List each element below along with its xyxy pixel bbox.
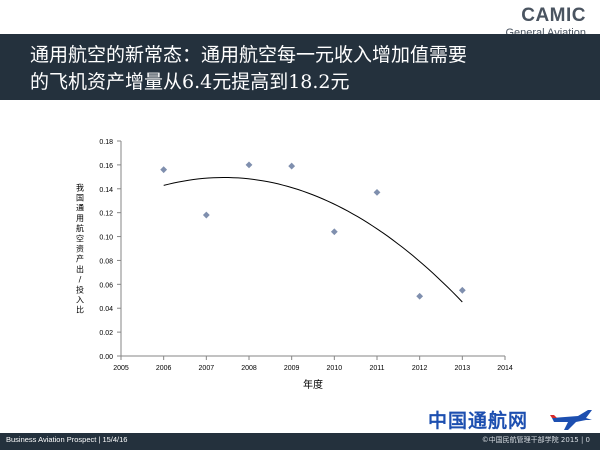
y-axis-title-char: 我	[76, 182, 84, 192]
y-tick-label: 0.08	[99, 258, 113, 265]
data-point	[202, 211, 210, 219]
y-tick-label: 0.06	[99, 282, 113, 289]
data-point	[373, 188, 381, 196]
y-axis-title-char: 国	[76, 194, 84, 203]
x-tick-label: 2005	[113, 365, 129, 372]
watermark: 中国通航网	[428, 406, 598, 450]
y-axis-title-char: /	[79, 275, 82, 284]
x-tick-label: 2013	[455, 365, 471, 372]
y-axis-title-char: 空	[76, 233, 84, 243]
data-point	[330, 228, 338, 236]
y-tick-label: 0.16	[99, 163, 113, 170]
slide-title: 通用航空的新常态：通用航空每一元收入增加值需要 的飞机资产增量从6.4元提高到1…	[30, 42, 590, 96]
y-tick-label: 0.12	[99, 211, 113, 218]
footer-bar: Business Aviation Prospect | 15/4/16 ©中国…	[0, 433, 600, 450]
y-axis-title-char: 通	[76, 203, 84, 213]
data-point	[160, 166, 168, 174]
x-axis-title: 年度	[303, 378, 323, 391]
y-axis-title-char: 出	[76, 264, 84, 274]
data-point	[245, 161, 253, 169]
slide-title-line-2: 的飞机资产增量从6.4元提高到18.2元	[30, 71, 350, 93]
y-tick-label: 0.18	[99, 139, 113, 146]
y-tick-label: 0.02	[99, 330, 113, 337]
x-tick-label: 2007	[199, 365, 215, 372]
airplane-icon	[550, 410, 592, 430]
y-axis-title-char: 资	[76, 244, 84, 254]
data-point	[458, 286, 466, 294]
title-band: 通用航空的新常态：通用航空每一元收入增加值需要 的飞机资产增量从6.4元提高到1…	[0, 34, 600, 100]
y-tick-label: 0.14	[99, 187, 113, 194]
watermark-text: 中国通航网	[428, 410, 529, 432]
slide-title-line-1: 通用航空的新常态：通用航空每一元收入增加值需要	[30, 44, 468, 66]
y-axis-title-char: 用	[76, 214, 84, 223]
x-tick-label: 2014	[497, 365, 513, 372]
y-axis-title-char: 航	[76, 223, 84, 233]
y-tick-label: 0.10	[99, 235, 113, 242]
y-axis-title-char: 入	[76, 296, 84, 305]
x-tick-label: 2008	[241, 365, 257, 372]
footer-copyright: ©中国民航管理干部学院 2015 | 0	[481, 436, 590, 444]
x-tick-label: 2009	[284, 365, 300, 372]
x-tick-label: 2006	[156, 365, 172, 372]
y-axis-title-char: 比	[76, 305, 84, 315]
trendline	[163, 177, 463, 303]
y-tick-label: 0.04	[99, 306, 113, 313]
logo-main-text: CAMIC	[521, 5, 586, 26]
y-tick-label: 0.00	[99, 354, 113, 361]
y-axis-title-char: 产	[76, 254, 84, 264]
x-tick-label: 2011	[369, 365, 384, 372]
x-tick-label: 2010	[327, 365, 343, 372]
x-tick-label: 2012	[412, 365, 428, 372]
y-axis-title-char: 投	[76, 284, 84, 294]
data-point	[288, 162, 296, 170]
footer-left-text: Business Aviation Prospect | 15/4/16	[6, 435, 128, 444]
data-point	[416, 292, 424, 300]
